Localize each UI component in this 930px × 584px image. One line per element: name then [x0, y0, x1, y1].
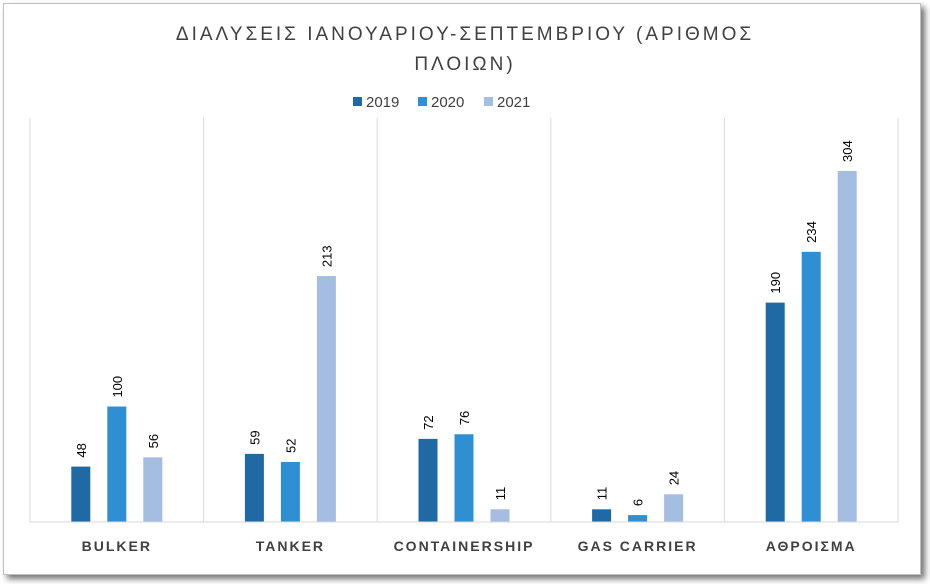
data-labels: 48 100 56 59 52 213 72 76 11 11 6 24 190 234 304 [74, 140, 855, 506]
data-label: 190 [768, 272, 783, 294]
category-gridlines [29, 118, 899, 522]
bar-gas-carrier-2021 [664, 494, 684, 522]
legend-label-2019: 2019 [366, 94, 399, 111]
data-label: 52 [283, 438, 298, 452]
legend-swatch-2021 [484, 97, 493, 106]
bar-containership-2020 [454, 434, 474, 522]
category-label: TANKER [256, 538, 325, 554]
data-label: 234 [804, 221, 819, 243]
bar-tanker-2019 [244, 453, 264, 522]
bar-containership-2021 [490, 509, 510, 522]
bars [71, 171, 857, 522]
bar-containership-2019 [418, 438, 438, 522]
category-labels: BULKER TANKER CONTAINERSHIP GAS CARRIER ΑΘΡΟ… [82, 538, 857, 554]
data-label: 48 [74, 443, 89, 457]
bar-bulker-2021 [143, 457, 163, 522]
data-label: 56 [146, 434, 161, 448]
category-label: BULKER [82, 538, 152, 554]
bar-tanker-2020 [280, 461, 300, 522]
data-label: 6 [631, 499, 646, 506]
category-label: CONTAINERSHIP [394, 538, 535, 554]
data-label: 11 [595, 487, 610, 501]
data-label: 304 [840, 140, 855, 162]
bar-gas-carrier-2020 [628, 515, 648, 522]
data-label: 24 [667, 471, 682, 485]
data-label: 72 [421, 415, 436, 429]
data-label: 213 [319, 245, 334, 267]
bar-bulker-2019 [71, 466, 91, 522]
bar-αθροισμα-2019 [765, 302, 785, 522]
category-label: GAS CARRIER [578, 538, 698, 554]
legend-label-2021: 2021 [497, 94, 530, 111]
data-label: 76 [457, 411, 472, 425]
chart-title-line-1: ΔΙΑΛΥΣΕΙΣ ΙΑΝΟΥΑΡΙΟΥ-ΣΕΠΤΕΜΒΡΙΟΥ (ΑΡΙΘΜΟ… [176, 24, 754, 45]
chart-legend: 2019 2020 2021 [353, 94, 530, 111]
data-label: 59 [247, 430, 262, 444]
bar-αθροισμα-2020 [801, 251, 821, 522]
legend-swatch-2019 [353, 97, 362, 106]
data-label: 100 [110, 376, 125, 398]
category-label: ΑΘΡΟΙΣΜΑ [766, 538, 857, 554]
bar-bulker-2020 [107, 406, 127, 522]
chart-title-line-2: ΠΛΟΙΩΝ) [414, 54, 515, 75]
legend-label-2020: 2020 [431, 94, 464, 111]
bar-gas-carrier-2019 [592, 509, 612, 522]
bar-tanker-2021 [316, 276, 336, 522]
legend-swatch-2020 [418, 97, 427, 106]
data-label: 11 [493, 487, 508, 501]
bar-αθροισμα-2021 [837, 171, 857, 522]
